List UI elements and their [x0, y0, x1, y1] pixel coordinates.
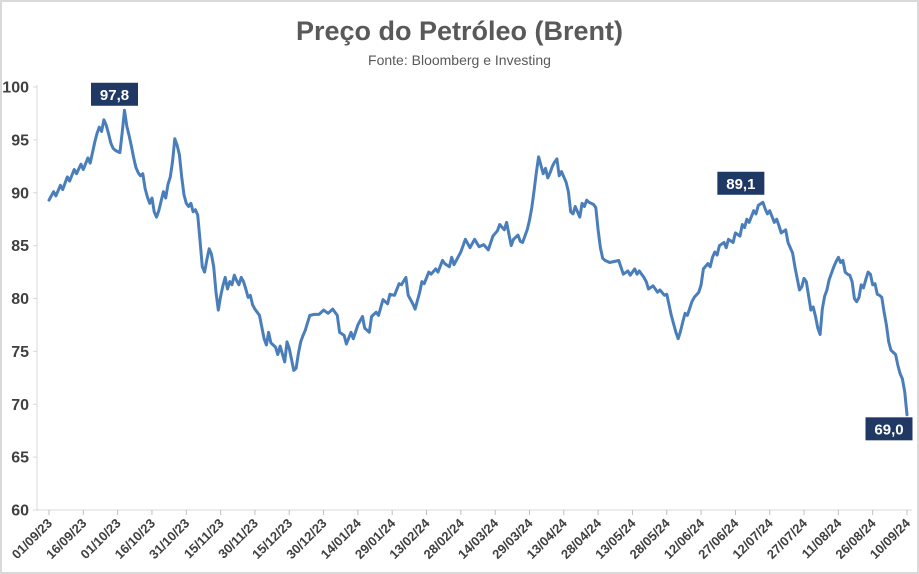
y-tick-label: 95	[11, 132, 29, 149]
y-tick-label: 90	[11, 185, 29, 202]
chart-subtitle: Fonte: Bloomberg e Investing	[368, 52, 551, 68]
price-line-brent	[47, 108, 909, 417]
y-tick-label: 65	[11, 450, 29, 467]
y-tick-label: 85	[11, 238, 29, 255]
callout-value-label: 97,8	[100, 87, 129, 104]
callout-value-label: 69,0	[874, 421, 903, 438]
y-tick-label: 80	[11, 291, 29, 308]
y-tick-label: 75	[11, 344, 29, 361]
callout-box	[717, 171, 765, 195]
chart-title: Preço do Petróleo (Brent)	[295, 16, 624, 46]
y-tick-label: 100	[2, 80, 29, 97]
y-tick-label: 70	[11, 397, 29, 414]
y-tick-label: 60	[11, 503, 29, 520]
callout-box	[91, 82, 139, 106]
callout-value-label: 89,1	[726, 176, 755, 193]
callout-box	[865, 417, 913, 441]
